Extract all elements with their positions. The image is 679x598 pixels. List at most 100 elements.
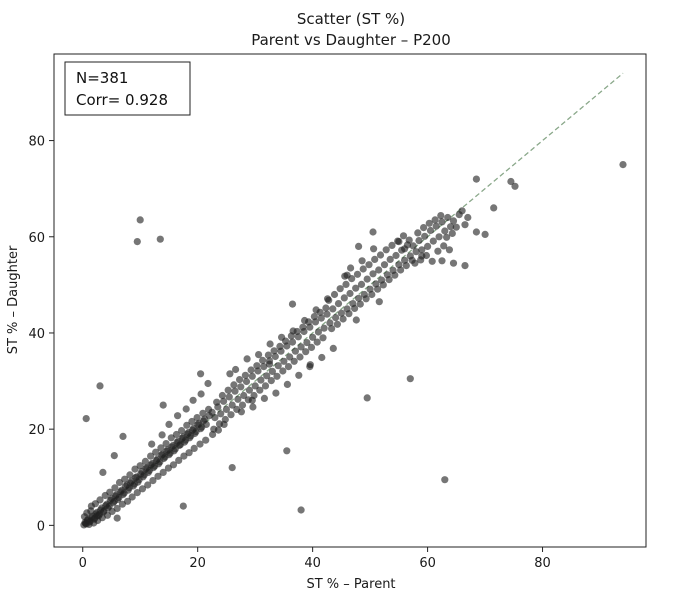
scatter-point xyxy=(156,235,164,243)
scatter-point xyxy=(189,396,197,404)
scatter-point xyxy=(273,372,281,380)
scatter-point xyxy=(217,410,225,418)
scatter-point xyxy=(115,478,124,487)
scatter-point xyxy=(159,468,167,476)
scatter-point xyxy=(461,262,469,270)
scatter-point xyxy=(193,414,201,422)
scatter-point xyxy=(196,440,204,448)
scatter-point xyxy=(147,452,155,460)
scatter-point xyxy=(213,398,221,406)
scatter-point xyxy=(227,411,235,419)
scatter-point xyxy=(253,362,261,370)
scatter-point xyxy=(374,285,382,293)
scatter-point xyxy=(322,304,330,312)
scatter-point xyxy=(211,414,219,422)
scatter-point xyxy=(236,376,244,384)
scatter-point xyxy=(412,248,420,256)
scatter-point xyxy=(357,280,366,288)
scatter-point xyxy=(199,409,207,417)
scatter-point xyxy=(507,177,515,186)
scatter-point xyxy=(464,213,472,222)
scatter-point xyxy=(291,347,299,355)
scatter-point xyxy=(420,224,428,232)
scatter-point xyxy=(100,507,108,515)
scatter-point xyxy=(267,377,275,385)
scatter-point xyxy=(363,275,371,283)
scatter-point xyxy=(126,471,134,479)
scatter-point xyxy=(391,271,399,279)
scatter-point xyxy=(278,333,286,341)
scatter-point xyxy=(176,441,184,449)
scatter-point xyxy=(131,465,139,473)
scatter-point xyxy=(224,386,232,394)
scatter-point xyxy=(188,417,196,426)
scatter-point xyxy=(370,245,378,253)
scatter-point xyxy=(234,395,242,403)
scatter-point xyxy=(429,237,437,245)
scatter-point xyxy=(214,426,222,434)
scatter-point xyxy=(345,310,353,318)
x-axis-ticks: 0 20 40 60 80 xyxy=(79,547,551,571)
scatter-point xyxy=(443,233,451,241)
x-tick-label: 40 xyxy=(304,556,321,571)
scatter-point xyxy=(431,216,439,224)
scatter-point xyxy=(130,480,139,488)
x-tick-label: 60 xyxy=(419,556,436,571)
scatter-point xyxy=(314,328,322,336)
scatter-point xyxy=(255,351,263,359)
scatter-point xyxy=(245,386,253,394)
reference-diagonal-line xyxy=(82,72,624,526)
scatter-point xyxy=(174,412,182,420)
scatter-point xyxy=(115,493,123,502)
scatter-point xyxy=(347,264,355,272)
scatter-point xyxy=(209,430,217,439)
scatter-point xyxy=(119,432,127,440)
scatter-point xyxy=(197,370,205,378)
reference-line-layer xyxy=(82,72,624,526)
scatter-point xyxy=(369,228,377,236)
scatter-point xyxy=(441,476,449,484)
scatter-point xyxy=(202,436,210,444)
scatter-point xyxy=(140,471,148,479)
scatter-point xyxy=(358,257,366,265)
scatter-point xyxy=(180,452,188,460)
scatter-point xyxy=(87,502,95,510)
scatter-point xyxy=(414,229,422,237)
scatter-point xyxy=(159,401,167,409)
scatter-point xyxy=(198,423,206,431)
scatter-point xyxy=(124,497,132,505)
scatter-point xyxy=(342,280,350,288)
scatter-point xyxy=(113,514,121,522)
scatter-point xyxy=(192,428,200,436)
x-tick-label: 80 xyxy=(534,556,551,571)
scatter-point xyxy=(297,343,305,351)
x-tick-label: 20 xyxy=(189,556,206,571)
scatter-point xyxy=(418,246,426,254)
scatter-point xyxy=(336,285,344,293)
scatter-point xyxy=(290,357,298,365)
scatter-point xyxy=(133,238,141,246)
scatter-point xyxy=(279,367,287,375)
scatter-point xyxy=(397,266,405,274)
stats-corr-label: Corr= 0.928 xyxy=(76,91,168,109)
scatter-point xyxy=(297,506,305,514)
scatter-point xyxy=(218,391,226,400)
y-tick-label: 20 xyxy=(28,423,45,438)
scatter-point xyxy=(136,462,144,470)
scatter-point xyxy=(110,452,118,460)
scatter-point xyxy=(178,427,186,435)
scatter-point xyxy=(241,371,249,379)
scatter-point xyxy=(288,300,297,308)
scatter-point xyxy=(363,394,371,402)
scatter-point xyxy=(222,405,230,413)
scatter-point xyxy=(260,363,268,371)
scatter-point xyxy=(220,420,228,428)
scatter-point xyxy=(270,347,278,355)
scatter-point xyxy=(125,484,133,492)
y-axis-ticks: 0 20 40 60 80 xyxy=(28,135,54,534)
scatter-point xyxy=(167,434,175,442)
scatter-point xyxy=(280,357,288,365)
scatter-point xyxy=(356,300,364,308)
scatter-point xyxy=(428,257,436,265)
scatter-point xyxy=(324,295,332,303)
